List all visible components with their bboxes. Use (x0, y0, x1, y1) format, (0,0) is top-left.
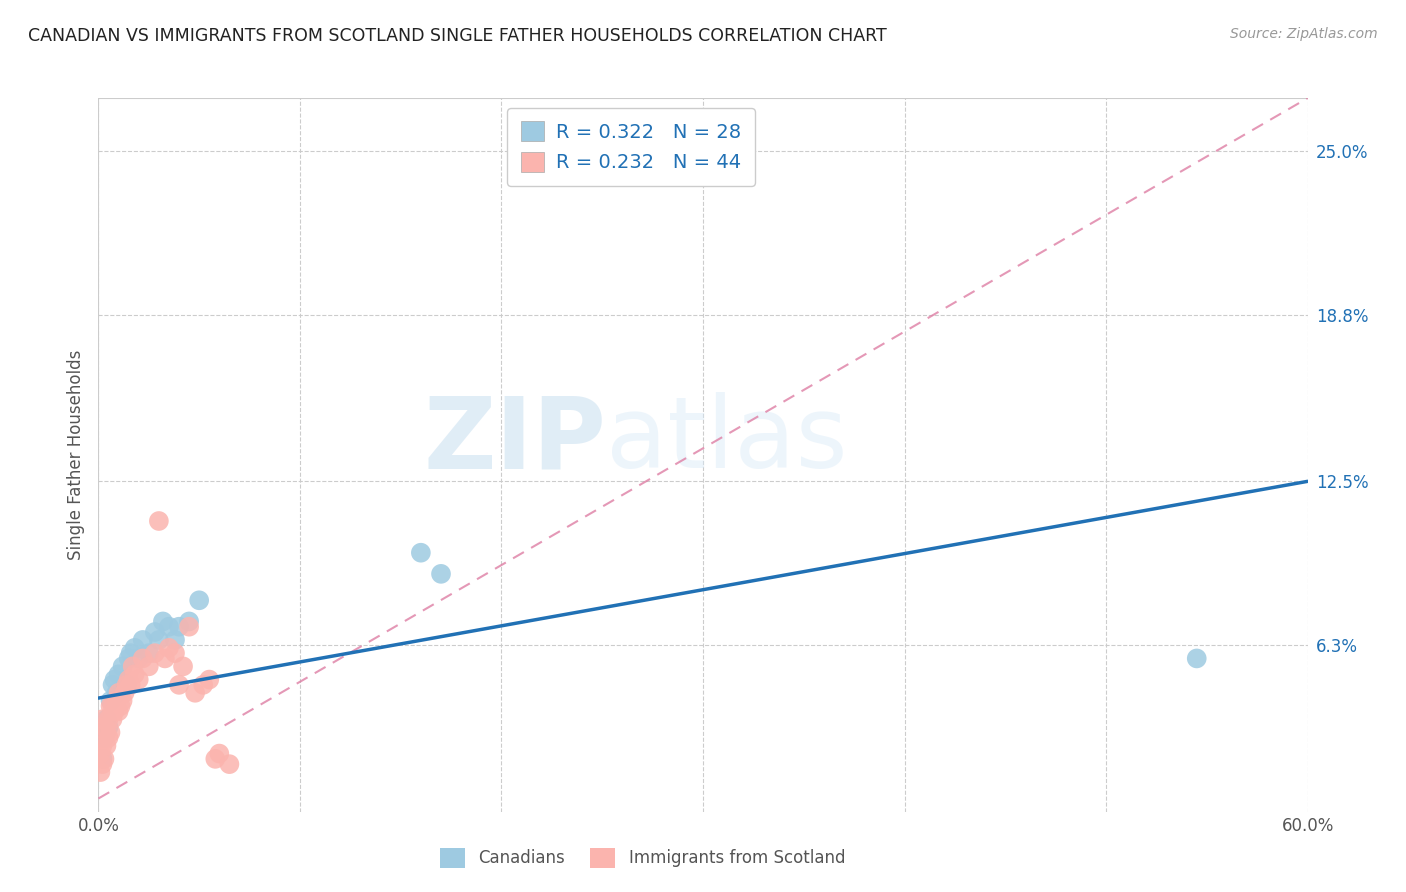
Text: Source: ZipAtlas.com: Source: ZipAtlas.com (1230, 27, 1378, 41)
Point (193, 678, 215, 692)
Point (143, 646, 166, 660)
Point (111, 659, 134, 673)
Point (128, 651, 150, 665)
Point (208, 747, 231, 761)
Text: atlas: atlas (606, 392, 848, 489)
Point (96, 739, 118, 753)
Point (138, 659, 160, 673)
Point (121, 659, 143, 673)
Point (100, 694, 122, 708)
Point (128, 673, 150, 687)
Point (143, 625, 166, 640)
Point (409, 546, 432, 560)
Point (97, 731, 120, 745)
Point (105, 694, 128, 708)
Point (198, 673, 221, 687)
Point (124, 640, 146, 655)
Point (115, 678, 138, 692)
Text: ZIP: ZIP (423, 392, 606, 489)
Point (111, 694, 134, 708)
Point (107, 667, 129, 681)
Point (132, 632, 155, 647)
Point (153, 651, 176, 665)
Point (430, 566, 453, 581)
Point (204, 752, 226, 766)
Point (184, 686, 207, 700)
Point (93, 720, 115, 734)
Point (93, 731, 115, 745)
Point (124, 667, 146, 681)
Point (101, 698, 124, 713)
Point (1185, 651, 1208, 665)
Point (107, 686, 129, 700)
Point (118, 673, 141, 687)
Point (172, 659, 194, 673)
Point (96, 725, 118, 739)
Point (91, 739, 114, 753)
Point (89, 747, 111, 761)
Point (177, 620, 201, 634)
Point (163, 646, 186, 660)
Point (157, 640, 180, 655)
Point (188, 593, 211, 607)
Point (138, 646, 160, 660)
Point (152, 615, 174, 629)
Point (114, 686, 136, 700)
Point (120, 646, 142, 660)
Point (91, 757, 114, 772)
Point (97, 720, 120, 734)
Point (100, 698, 122, 713)
Point (132, 651, 155, 665)
Point (218, 757, 240, 772)
Point (89, 765, 111, 780)
Point (167, 620, 190, 634)
Legend: Canadians, Immigrants from Scotland: Canadians, Immigrants from Scotland (433, 841, 852, 875)
Point (101, 678, 124, 692)
Point (177, 615, 201, 629)
Point (110, 698, 132, 713)
Point (163, 632, 186, 647)
Point (103, 673, 125, 687)
Point (96, 712, 118, 726)
Point (120, 678, 142, 692)
Point (91, 712, 114, 726)
Point (101, 712, 124, 726)
Text: CANADIAN VS IMMIGRANTS FROM SCOTLAND SINGLE FATHER HOUSEHOLDS CORRELATION CHART: CANADIAN VS IMMIGRANTS FROM SCOTLAND SIN… (28, 27, 887, 45)
Point (103, 704, 125, 718)
Point (115, 678, 138, 692)
Point (148, 632, 170, 647)
Point (91, 752, 114, 766)
Y-axis label: Single Father Households: Single Father Households (66, 350, 84, 560)
Point (118, 651, 141, 665)
Point (167, 678, 190, 692)
Point (148, 514, 170, 528)
Point (93, 752, 115, 766)
Point (97, 712, 120, 726)
Point (105, 686, 128, 700)
Point (157, 620, 180, 634)
Point (107, 704, 129, 718)
Point (100, 725, 122, 739)
